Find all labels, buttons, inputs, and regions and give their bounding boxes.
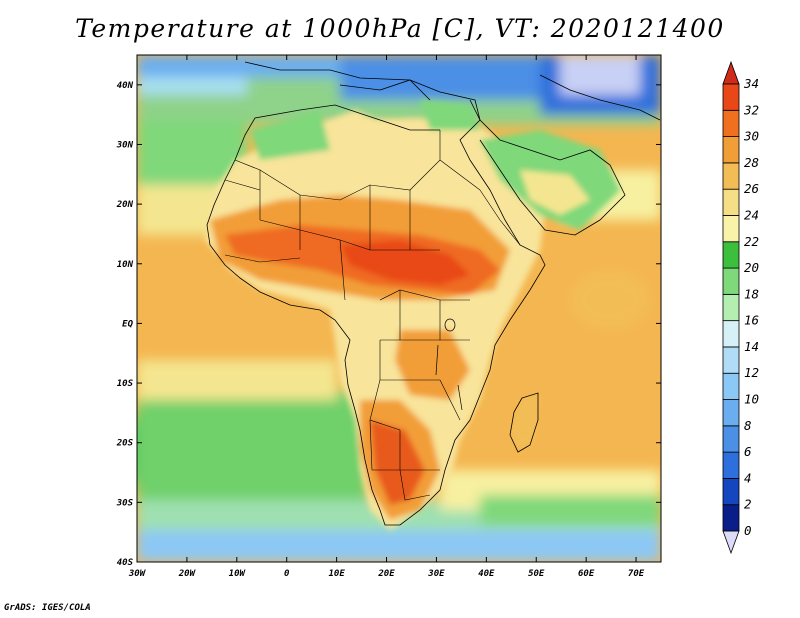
colorbar-box: [722, 109, 740, 137]
colorbar-box: [722, 162, 740, 190]
credit-text: GrADS: IGES/COLA: [4, 603, 91, 613]
x-axis-ticks: 30W 20W 10W 0 10E 20E 30E 40E 50E 60E 70E: [128, 55, 645, 579]
x-tick-label: 20W: [178, 569, 197, 579]
kalahari-hot: [370, 420, 425, 505]
colorbar-max-triangle: [722, 60, 740, 85]
colorbar-box: [722, 188, 740, 216]
colorbar-box: [722, 136, 740, 164]
colorbar-box: [722, 215, 740, 243]
colorbar-label: 2: [744, 497, 752, 512]
colorbar-box: [722, 83, 740, 111]
y-tick-label: 10S: [117, 379, 134, 389]
colorbar-label: 12: [744, 365, 759, 380]
colorbar-label: 4: [744, 470, 752, 485]
colorbar-label: 6: [744, 444, 752, 459]
x-tick-label: 30E: [427, 569, 445, 579]
x-tick-label: 0: [284, 569, 290, 579]
colorbar-label: 34: [743, 76, 759, 91]
colorbar-label: 16: [744, 313, 759, 328]
colorbar-label: 28: [744, 155, 759, 170]
colorbar-label: 0: [744, 523, 752, 538]
colorbar-label: 30: [743, 129, 759, 144]
y-tick-label: EQ: [122, 319, 133, 329]
colorbar-label: 22: [744, 234, 759, 249]
x-tick-label: 10E: [328, 569, 345, 579]
y-tick-label: 40S: [117, 558, 134, 568]
colorbar-label: 10: [744, 392, 759, 407]
colorbar-label: 20: [744, 260, 759, 275]
x-tick-label: 70E: [628, 569, 645, 579]
africa-coastline: [206, 61, 546, 526]
y-tick-label: 20N: [116, 200, 134, 210]
y-axis-ticks: 40S 30S 20S 10S EQ 10N 20N 30N 40N: [116, 81, 661, 568]
colorbar-label: 32: [743, 102, 759, 117]
y-tick-label: 40N: [117, 81, 134, 91]
x-tick-label: 60E: [578, 569, 595, 579]
colorbar-box: [722, 267, 740, 295]
y-tick-label: 30S: [116, 498, 134, 508]
x-tick-label: 40E: [478, 569, 495, 579]
plot-frame: [136, 54, 662, 563]
colorbar-box: [722, 451, 740, 479]
colorbar-label: 24: [744, 207, 759, 222]
x-tick-label: 50E: [528, 569, 545, 579]
madagascar-coast: [509, 392, 539, 453]
colorbar-box: [722, 320, 740, 348]
map-title: Temperature at 1000hPa [C], VT: 20201214…: [75, 14, 725, 43]
colorbar-box: [722, 241, 740, 269]
colorbar-box: [722, 346, 740, 374]
colorbar-label: 14: [744, 339, 759, 354]
colorbar-label: 18: [744, 286, 759, 301]
colorbar-min-triangle: [722, 530, 740, 555]
colorbar-box: [722, 399, 740, 427]
colorbar-box: [722, 372, 740, 400]
y-tick-label: 20S: [116, 439, 134, 449]
x-tick-label: 10W: [229, 569, 247, 579]
colorbar-label: 8: [744, 418, 752, 433]
y-tick-label: 10N: [117, 260, 134, 270]
x-tick-label: 30W: [128, 569, 147, 579]
x-tick-label: 20E: [377, 569, 395, 579]
colorbar-box: [722, 478, 740, 506]
colorbar-box: [722, 425, 740, 453]
y-tick-label: 30N: [116, 140, 134, 150]
colorbar-label: 26: [744, 181, 759, 196]
colorbar-box: [722, 504, 740, 532]
colorbar-box: [722, 293, 740, 322]
